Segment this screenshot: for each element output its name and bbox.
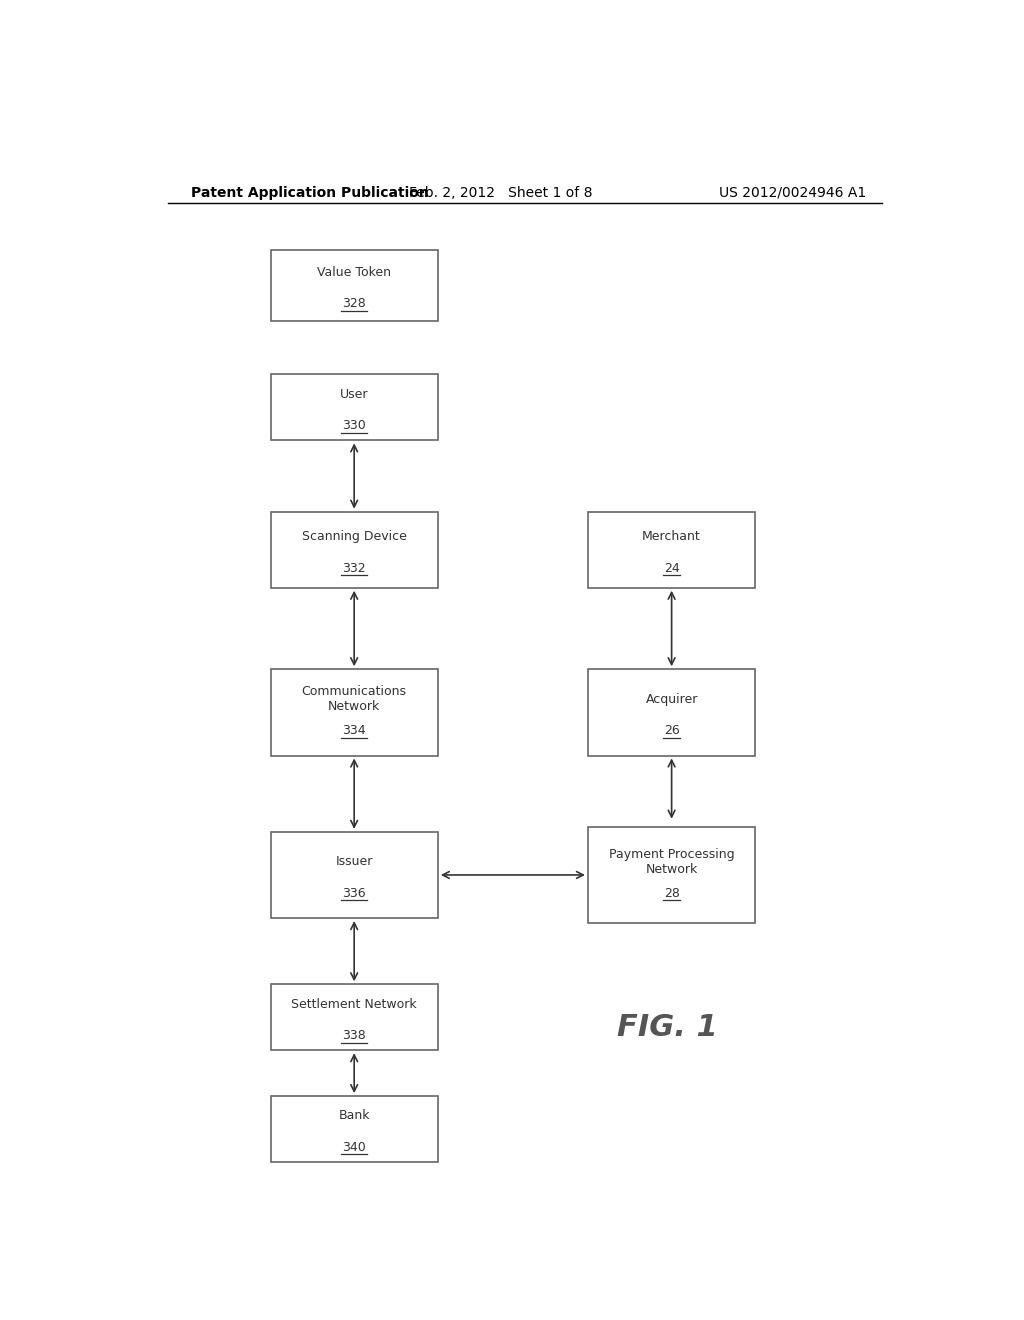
Text: FIG. 1: FIG. 1	[617, 1012, 718, 1041]
FancyBboxPatch shape	[588, 826, 755, 923]
Text: US 2012/0024946 A1: US 2012/0024946 A1	[719, 186, 866, 199]
Text: User: User	[340, 388, 369, 401]
Text: 24: 24	[664, 561, 680, 574]
FancyBboxPatch shape	[270, 1096, 437, 1162]
FancyBboxPatch shape	[270, 669, 437, 755]
Text: Merchant: Merchant	[642, 531, 701, 543]
Text: 332: 332	[342, 561, 366, 574]
Text: 334: 334	[342, 725, 366, 737]
Text: Communications
Network: Communications Network	[302, 685, 407, 713]
FancyBboxPatch shape	[270, 985, 437, 1051]
Text: 338: 338	[342, 1030, 366, 1041]
Text: Payment Processing
Network: Payment Processing Network	[609, 847, 734, 875]
Text: 340: 340	[342, 1140, 366, 1154]
Text: Patent Application Publication: Patent Application Publication	[191, 186, 429, 199]
Text: Issuer: Issuer	[336, 855, 373, 869]
FancyBboxPatch shape	[270, 375, 437, 441]
FancyBboxPatch shape	[270, 512, 437, 587]
Text: Value Token: Value Token	[317, 265, 391, 279]
Text: Settlement Network: Settlement Network	[292, 998, 417, 1011]
Text: Acquirer: Acquirer	[645, 693, 697, 706]
Text: 28: 28	[664, 887, 680, 900]
Text: 26: 26	[664, 725, 680, 737]
FancyBboxPatch shape	[270, 832, 437, 919]
FancyBboxPatch shape	[588, 669, 755, 755]
Text: 336: 336	[342, 887, 366, 900]
Text: 330: 330	[342, 420, 366, 432]
FancyBboxPatch shape	[588, 512, 755, 587]
FancyBboxPatch shape	[270, 249, 437, 321]
Text: Bank: Bank	[338, 1109, 370, 1122]
Text: 328: 328	[342, 297, 366, 310]
Text: Feb. 2, 2012   Sheet 1 of 8: Feb. 2, 2012 Sheet 1 of 8	[410, 186, 593, 199]
Text: Scanning Device: Scanning Device	[302, 531, 407, 543]
